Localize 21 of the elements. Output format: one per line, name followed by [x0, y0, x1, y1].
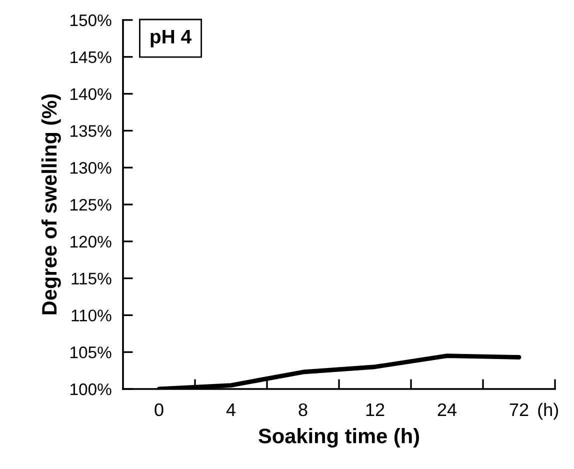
y-tick-label: 130%	[70, 162, 112, 174]
y-tick-label: 150%	[70, 14, 112, 26]
x-tick-label: 72	[510, 403, 528, 416]
chart-title: pH 4	[150, 30, 192, 48]
y-tick-label: 115%	[72, 272, 112, 285]
text: (h)	[538, 402, 558, 420]
y-tick-label: 145%	[70, 51, 112, 64]
x-tick-label: 12	[366, 403, 384, 416]
x-tick-label: 24	[438, 403, 457, 416]
y-tick-label: 140%	[70, 88, 112, 100]
y-tick-label: 125%	[70, 198, 112, 211]
y-axis-title: Degree of swelling (%)	[41, 94, 61, 314]
x-tick-label: 8	[298, 403, 308, 416]
y-tick-label: 120%	[70, 236, 112, 248]
y-tick-label: 135%	[70, 125, 112, 137]
x-axis-title: Soaking time (h)	[258, 428, 419, 448]
y-tick-label: 110%	[72, 310, 112, 322]
y-tick-label: 100%	[70, 383, 112, 396]
x-tick-label: 0	[154, 403, 164, 416]
x-tick-label: 4	[226, 404, 236, 416]
y-tick-label: 105%	[70, 346, 112, 358]
